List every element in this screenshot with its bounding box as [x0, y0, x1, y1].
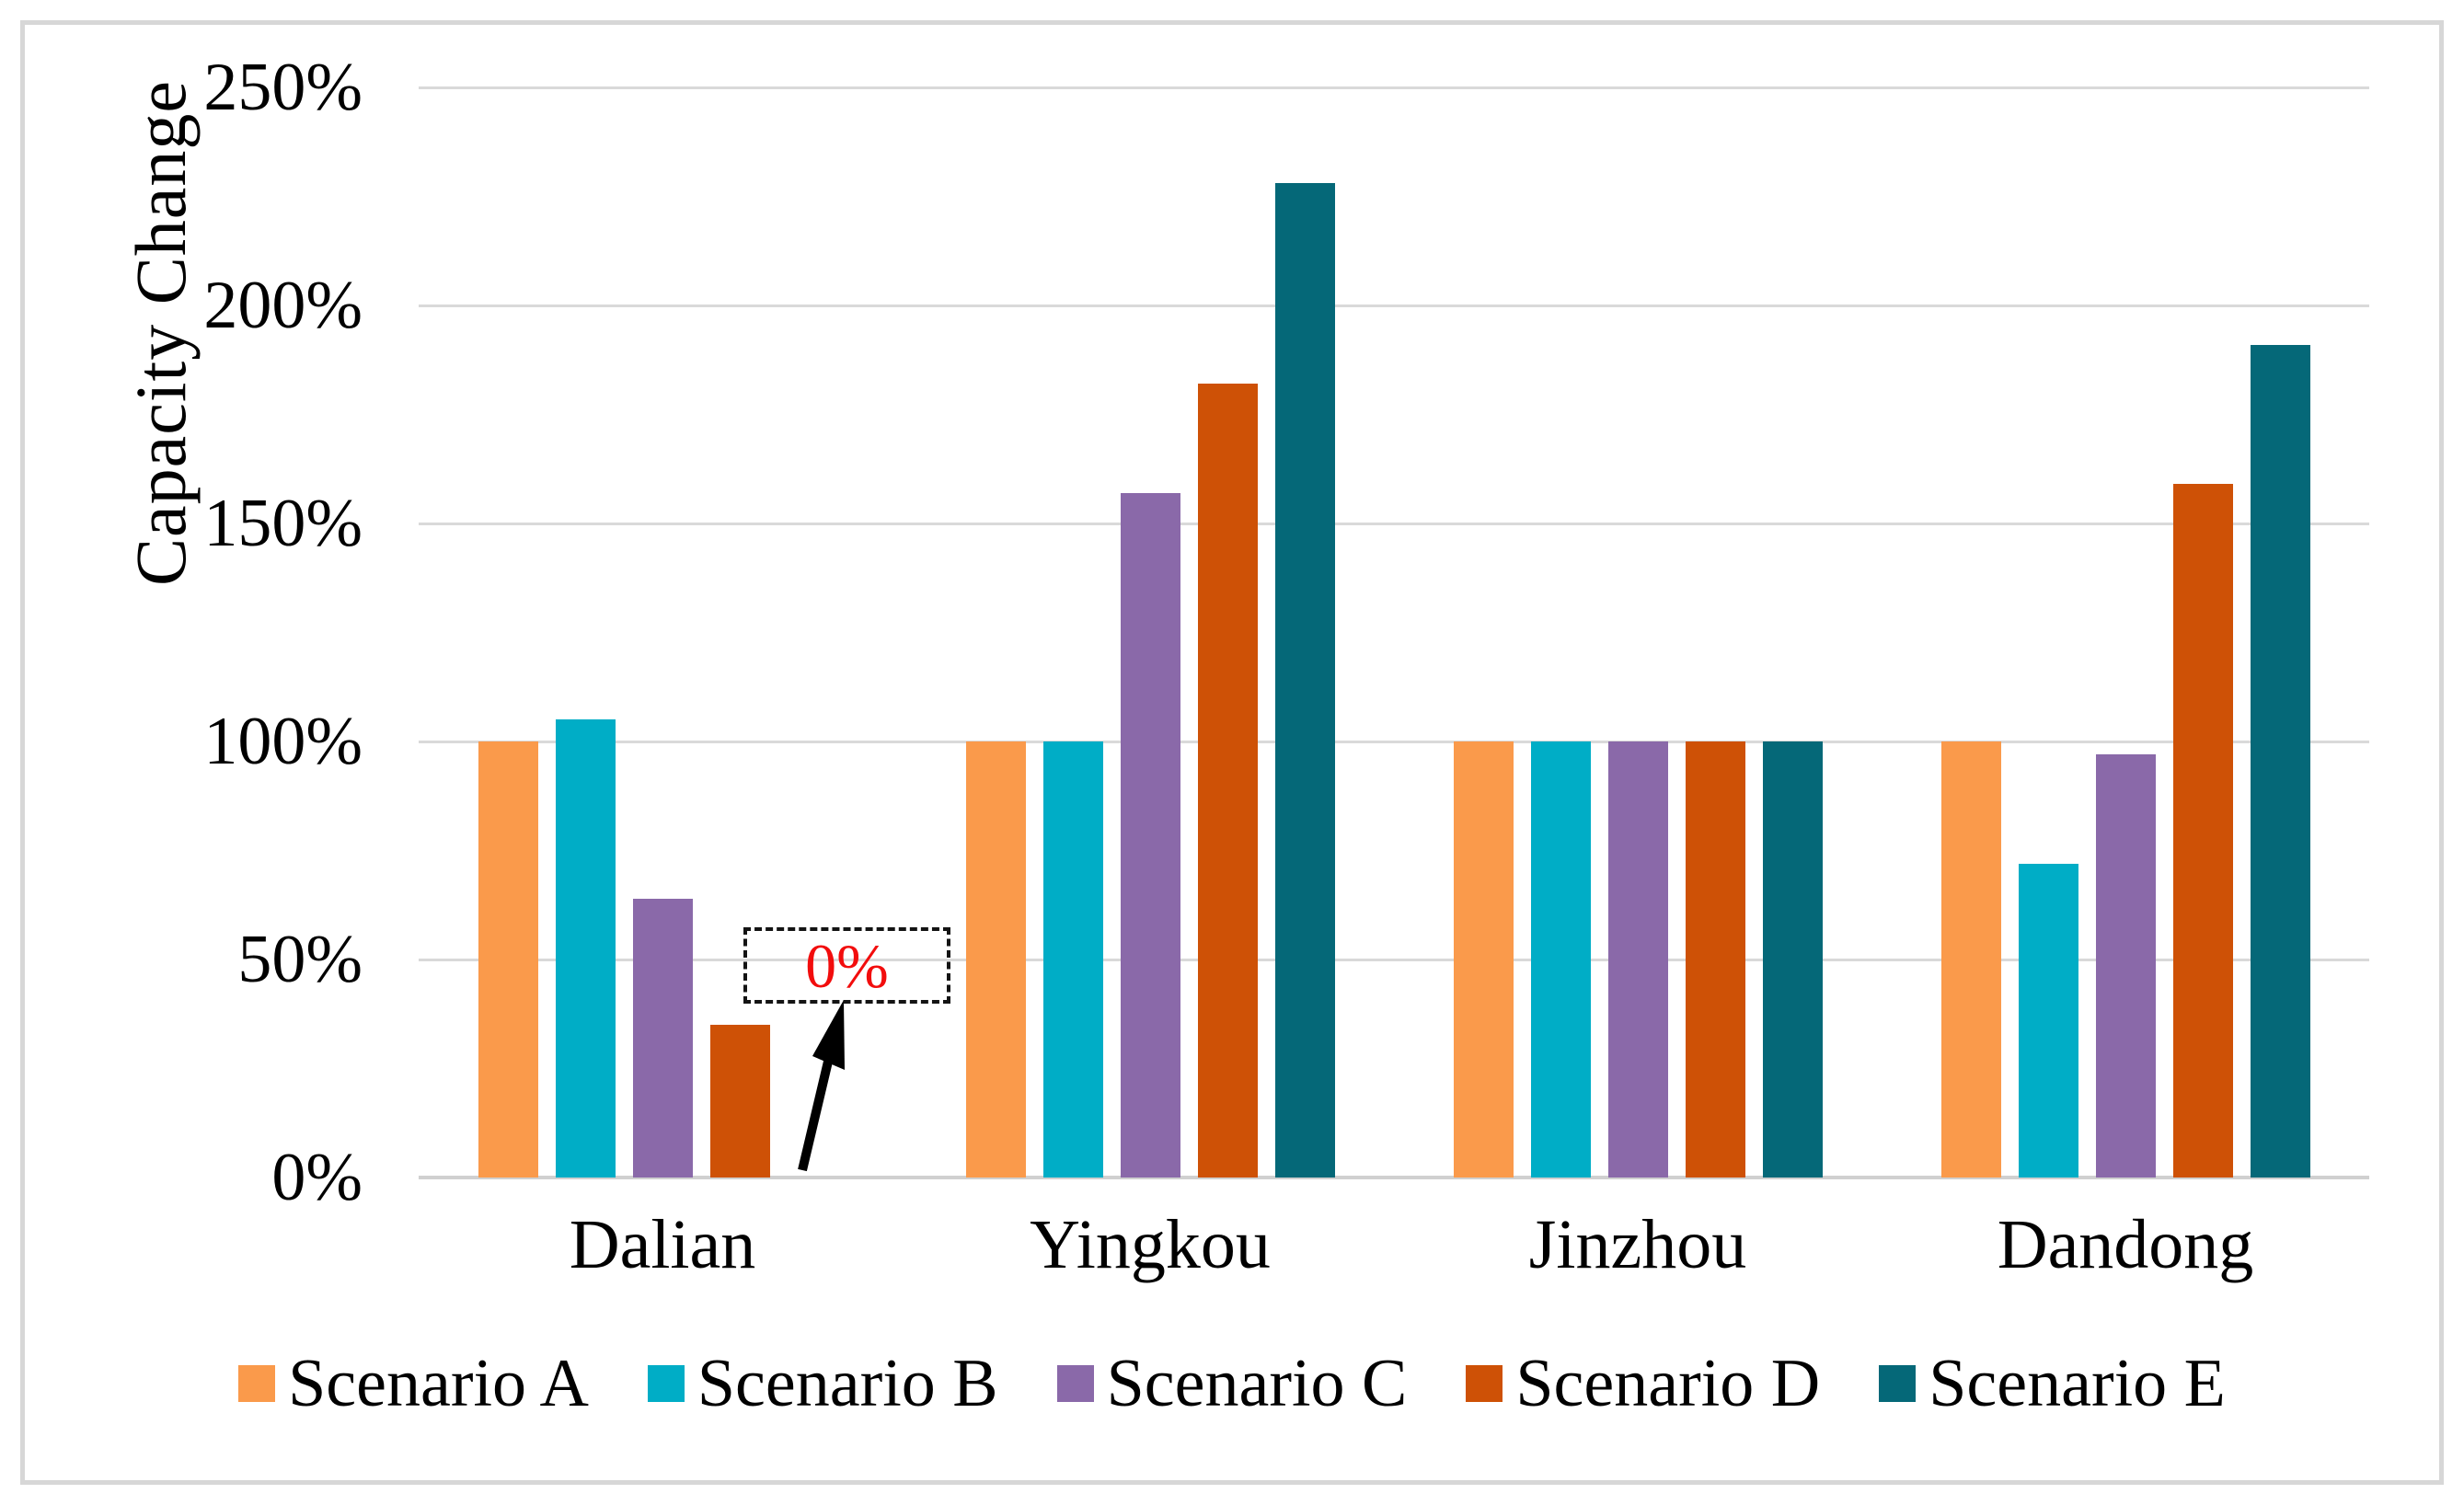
bar-scenario-b [2018, 863, 2078, 1178]
bar-scenario-b [1530, 741, 1591, 1178]
y-tick-label: 150% [203, 486, 363, 561]
category-label-dandong: Dandong [1997, 1206, 2254, 1283]
x-axis-labels: Dalian Yingkou Jinzhou Dandong [419, 1203, 2369, 1286]
gridline [419, 959, 2369, 961]
bar-scenario-d [1685, 741, 1745, 1178]
bar-group-yingkou [906, 87, 1394, 1178]
bar-scenario-a [478, 741, 538, 1178]
legend-item-scenario-e: Scenario E [1879, 1345, 2226, 1422]
bar-group-jinzhou [1394, 87, 1882, 1178]
gridline [419, 86, 2369, 89]
bar-scenario-a [1453, 741, 1514, 1178]
bar-scenario-d [709, 1025, 770, 1178]
category-label-yingkou: Yingkou [1030, 1206, 1271, 1283]
bar-scenario-b [555, 719, 616, 1178]
gridline [419, 304, 2369, 307]
legend-item-scenario-c: Scenario C [1056, 1345, 1408, 1422]
x-axis-baseline [419, 1176, 2369, 1179]
legend-item-scenario-b: Scenario B [647, 1345, 998, 1422]
legend-label: Scenario D [1515, 1346, 1821, 1421]
gridline [419, 523, 2369, 525]
bar-scenario-c [1120, 492, 1180, 1178]
category-label-dalian: Dalian [569, 1206, 756, 1283]
bar-group-dandong [1882, 87, 2369, 1178]
bar-group-dalian [419, 87, 906, 1178]
y-tick-label: 250% [203, 50, 363, 125]
legend-label: Scenario C [1106, 1346, 1408, 1421]
bar-scenario-e [2250, 344, 2310, 1178]
annotation-box: 0% [743, 927, 950, 1004]
bar-scenario-c [2095, 754, 2156, 1178]
y-tick-label: 50% [237, 922, 363, 997]
legend-swatch [238, 1365, 276, 1402]
bar-scenario-c [632, 898, 693, 1178]
legend-swatch [1879, 1365, 1917, 1402]
bar-scenario-e [1274, 183, 1335, 1178]
legend-label: Scenario E [1929, 1346, 2226, 1421]
bar-scenario-e [1762, 741, 1823, 1178]
legend-item-scenario-a: Scenario A [238, 1345, 589, 1422]
bar-scenario-d [1197, 384, 1258, 1178]
annotation-text: 0% [805, 930, 889, 1001]
bar-scenario-a [965, 741, 1026, 1178]
legend-swatch [1056, 1365, 1094, 1402]
gridline [419, 741, 2369, 743]
legend-swatch [647, 1365, 685, 1402]
bar-scenario-b [1042, 741, 1103, 1178]
legend-swatch [1466, 1365, 1503, 1402]
legend-item-scenario-d: Scenario D [1466, 1345, 1820, 1422]
y-tick-label: 200% [203, 268, 363, 343]
bar-scenario-d [2172, 484, 2233, 1178]
legend-label: Scenario A [288, 1346, 589, 1421]
y-tick-label: 0% [271, 1140, 363, 1215]
legend: Scenario A Scenario B Scenario C Scenario D… [0, 1345, 2464, 1422]
legend-label: Scenario B [697, 1346, 998, 1421]
category-label-jinzhou: Jinzhou [1528, 1206, 1747, 1283]
plot-area: 0% [419, 86, 2369, 1179]
bar-scenario-a [1940, 741, 2001, 1178]
y-tick-label: 100% [203, 704, 363, 779]
bar-scenario-c [1607, 741, 1668, 1178]
